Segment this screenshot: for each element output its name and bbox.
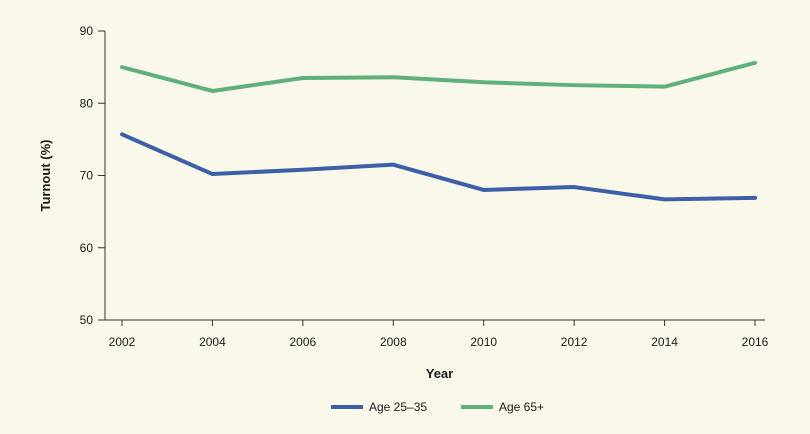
x-axis-title: Year	[426, 366, 453, 381]
y-tick-label: 90	[80, 24, 94, 38]
legend-label-1: Age 25–35	[369, 400, 427, 414]
legend-label-2: Age 65+	[499, 400, 544, 414]
y-tick-label: 60	[80, 241, 94, 255]
x-tick-label: 2008	[380, 335, 407, 349]
x-tick-label: 2016	[742, 335, 769, 349]
x-tick-label: 2006	[290, 335, 317, 349]
legend: Age 25–35 Age 65+	[331, 400, 544, 414]
x-tick-label: 2002	[109, 335, 136, 349]
y-tick-label: 50	[80, 313, 94, 327]
series-layer	[120, 60, 757, 202]
x-tick-label: 2014	[651, 335, 678, 349]
y-tick-label: 80	[80, 96, 94, 110]
y-tick-label: 70	[80, 169, 94, 183]
y-axis-title: Turnout (%)	[38, 140, 53, 212]
y-ticks: 50 60 70 80 90	[80, 24, 105, 327]
series-line-1	[120, 132, 757, 202]
series-line-2	[120, 60, 757, 93]
x-tick-label: 2010	[470, 335, 497, 349]
x-tick-label: 2004	[199, 335, 226, 349]
x-ticks: 2002 2004 2006 2008 2010 2012 2014 2016	[109, 320, 769, 349]
x-tick-label: 2012	[561, 335, 588, 349]
